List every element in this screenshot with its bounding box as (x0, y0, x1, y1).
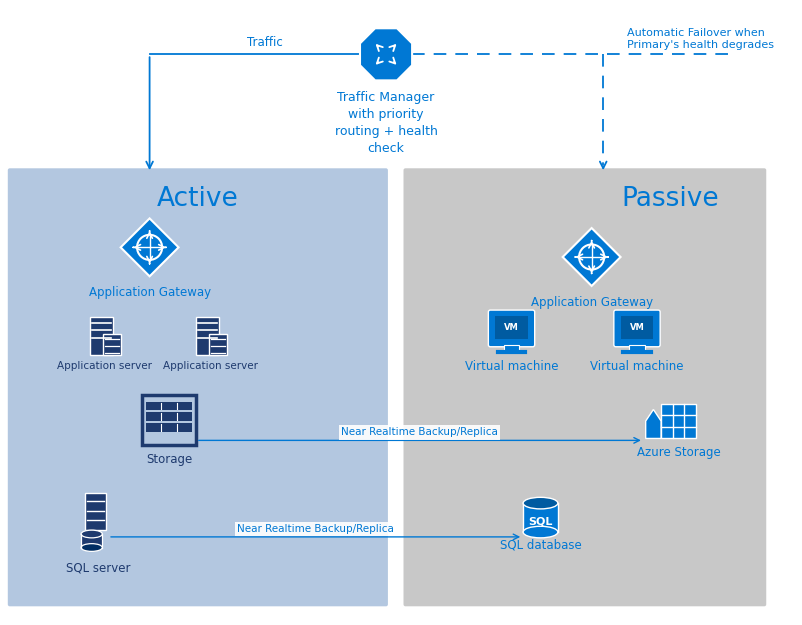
FancyBboxPatch shape (146, 402, 192, 411)
FancyBboxPatch shape (504, 345, 519, 352)
Text: Application Gateway: Application Gateway (531, 296, 653, 309)
Text: Storage: Storage (146, 453, 192, 466)
FancyBboxPatch shape (488, 310, 535, 347)
Text: Application server: Application server (57, 361, 152, 371)
Text: Passive: Passive (621, 186, 719, 212)
FancyBboxPatch shape (6, 168, 389, 608)
FancyBboxPatch shape (614, 310, 660, 347)
Text: SQL: SQL (529, 516, 553, 526)
Text: Near Realtime Backup/Replica: Near Realtime Backup/Replica (342, 428, 498, 438)
FancyBboxPatch shape (103, 334, 120, 356)
Ellipse shape (81, 544, 103, 551)
FancyBboxPatch shape (403, 168, 768, 608)
Polygon shape (563, 228, 621, 286)
Text: VM: VM (504, 323, 519, 332)
FancyBboxPatch shape (630, 345, 645, 352)
Text: VM: VM (630, 323, 644, 332)
FancyBboxPatch shape (523, 503, 558, 532)
FancyBboxPatch shape (196, 317, 219, 356)
FancyBboxPatch shape (90, 317, 113, 356)
Text: Application Gateway: Application Gateway (88, 286, 211, 299)
Text: Traffic Manager
with priority
routing + health
check: Traffic Manager with priority routing + … (334, 91, 438, 155)
Text: Automatic Failover when
Primary's health degrades: Automatic Failover when Primary's health… (627, 28, 775, 51)
Text: Active: Active (157, 186, 239, 212)
FancyBboxPatch shape (661, 404, 696, 439)
Text: SQL server: SQL server (67, 561, 131, 574)
Ellipse shape (81, 530, 103, 538)
FancyBboxPatch shape (495, 316, 528, 339)
Ellipse shape (523, 526, 558, 538)
Text: Virtual machine: Virtual machine (465, 360, 558, 373)
FancyBboxPatch shape (85, 494, 106, 530)
Text: Azure Storage: Azure Storage (637, 446, 720, 459)
Polygon shape (120, 218, 179, 276)
Text: Traffic: Traffic (246, 36, 282, 49)
FancyBboxPatch shape (81, 534, 103, 548)
Polygon shape (360, 28, 412, 81)
FancyBboxPatch shape (621, 316, 654, 339)
FancyBboxPatch shape (146, 412, 192, 421)
FancyBboxPatch shape (209, 334, 227, 356)
FancyBboxPatch shape (146, 423, 192, 432)
Text: Virtual machine: Virtual machine (590, 360, 684, 373)
Text: SQL database: SQL database (500, 539, 581, 552)
Text: Application server: Application server (163, 361, 258, 371)
Ellipse shape (523, 498, 558, 509)
Polygon shape (646, 409, 661, 439)
Text: Near Realtime Backup/Replica: Near Realtime Backup/Replica (237, 524, 394, 534)
